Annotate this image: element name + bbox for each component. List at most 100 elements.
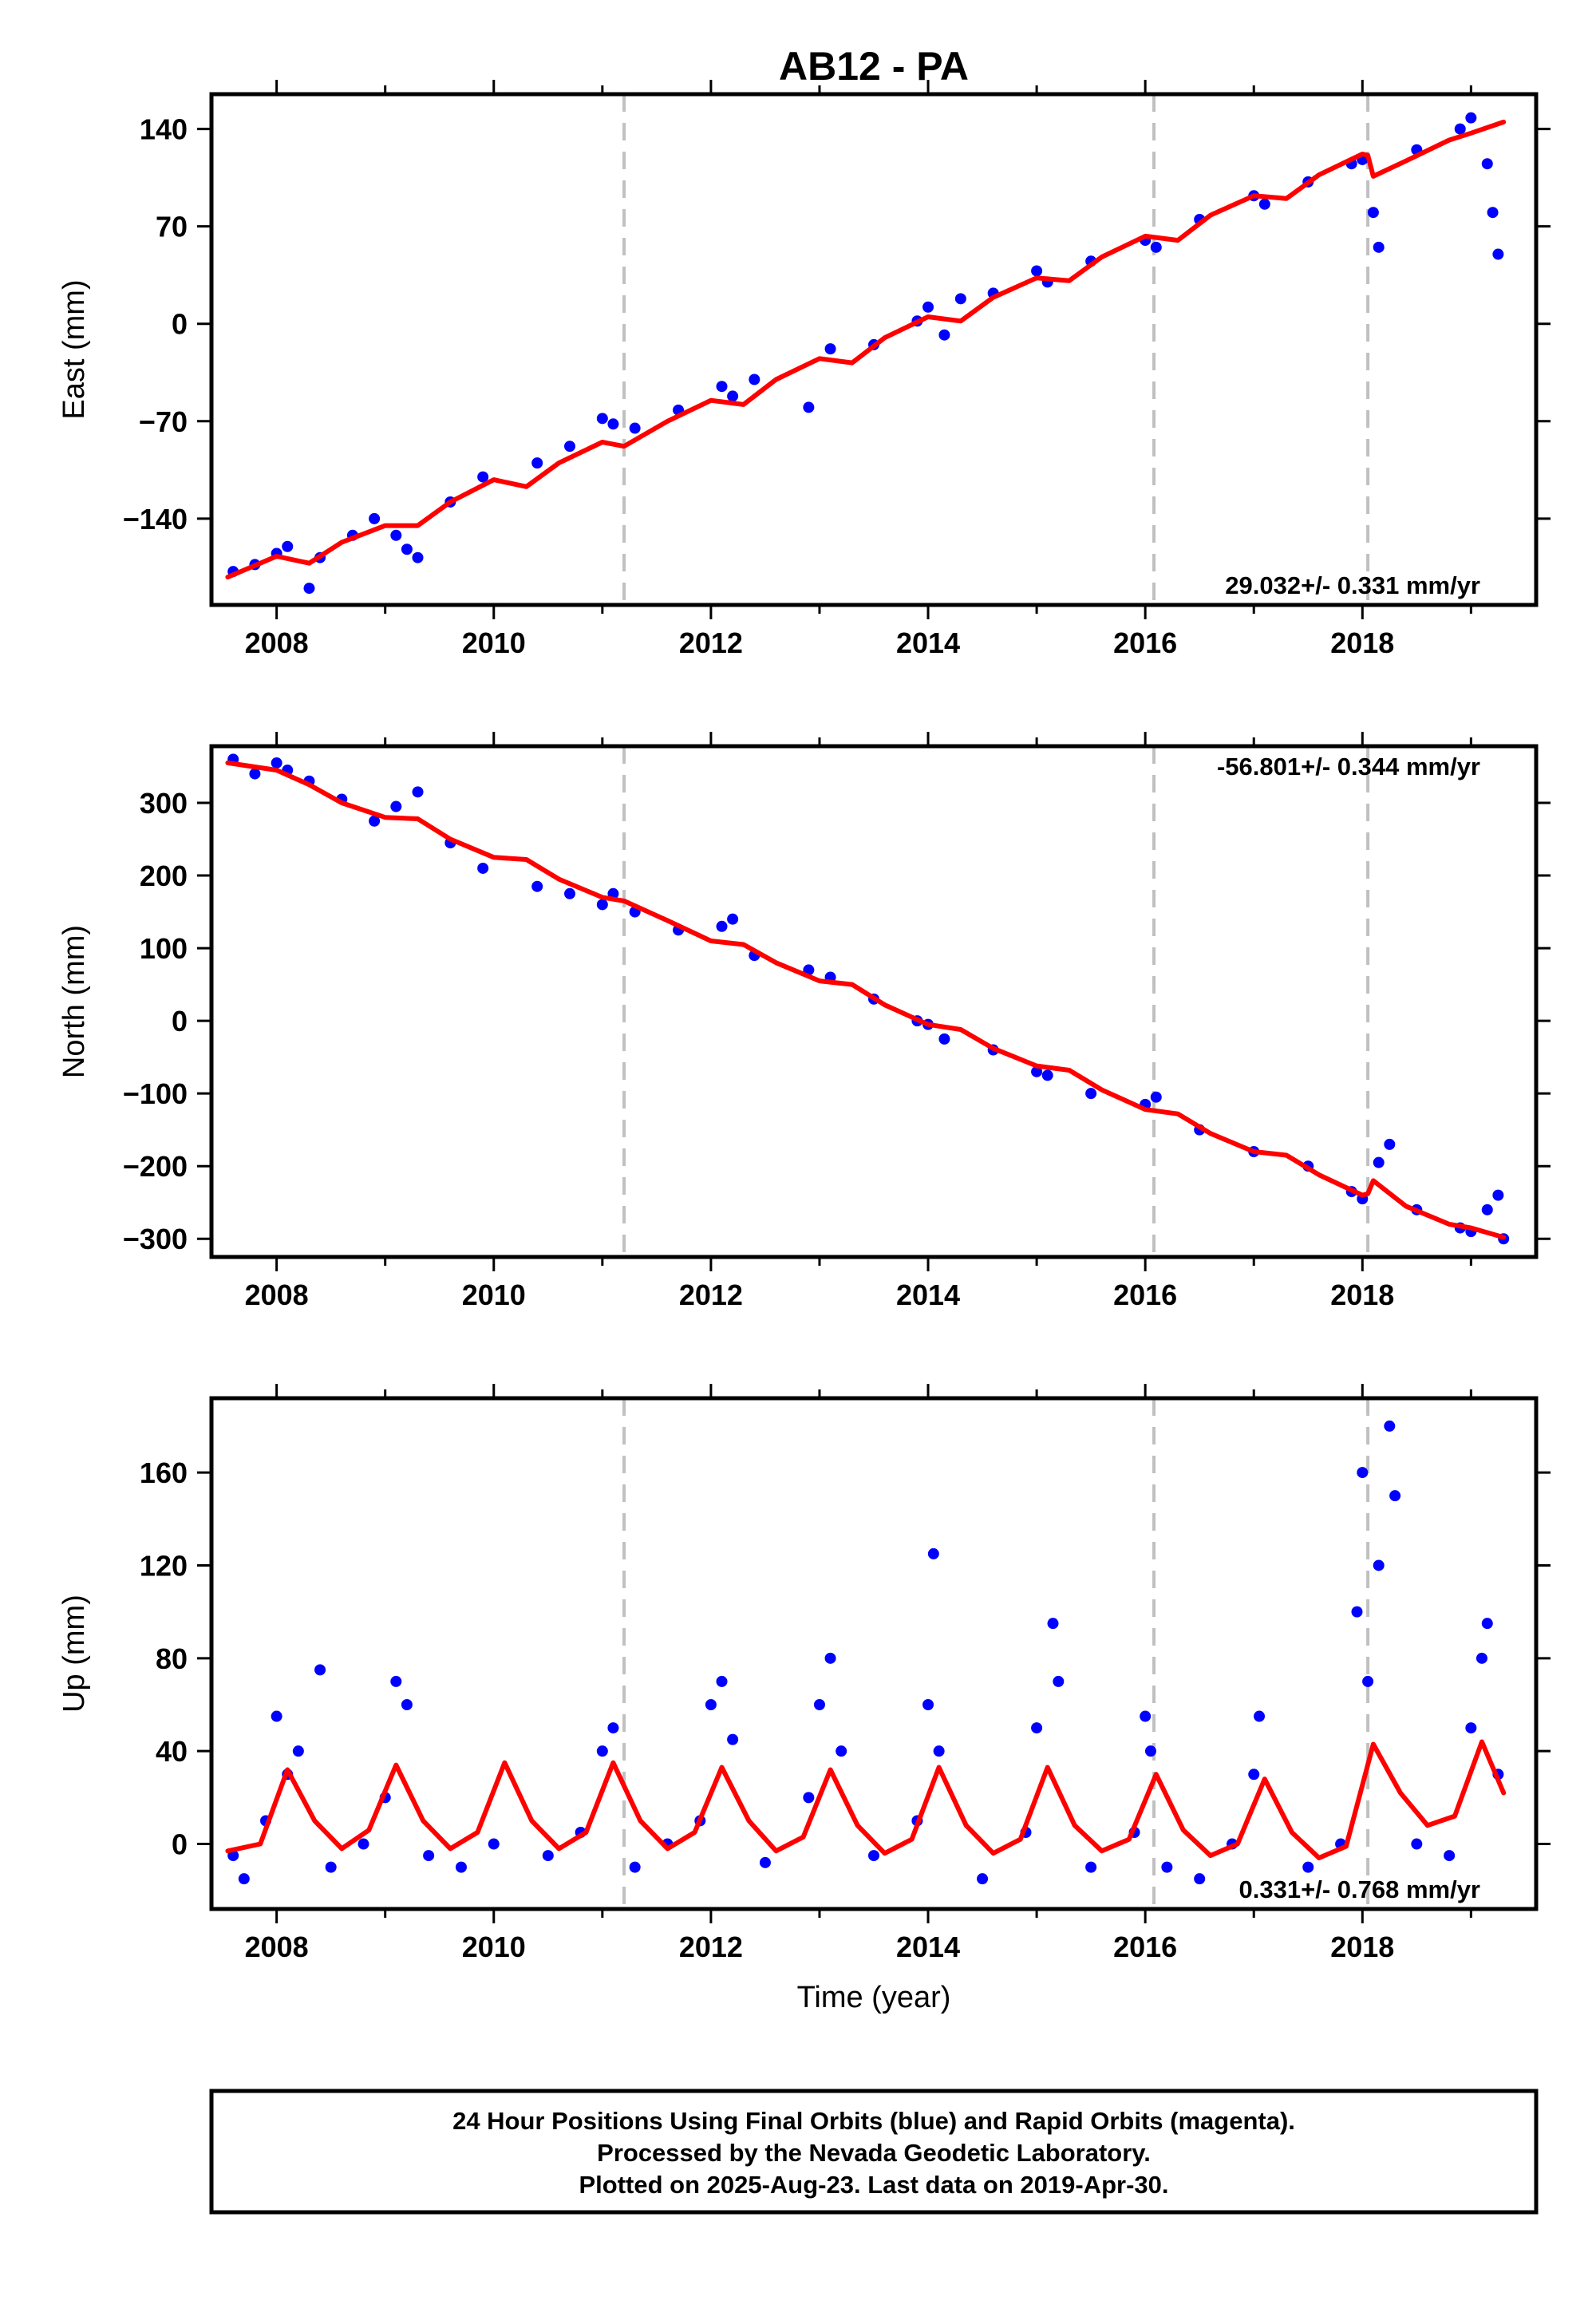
data-point xyxy=(1150,241,1162,253)
y-axis-label-north: North (mm) xyxy=(57,925,91,1078)
data-point xyxy=(1492,248,1504,260)
data-point xyxy=(401,1699,413,1710)
data-point xyxy=(716,920,728,932)
data-point xyxy=(1194,1873,1206,1885)
data-point xyxy=(477,471,489,483)
data-point xyxy=(314,1664,326,1676)
x-tick-label: 2008 xyxy=(245,1931,309,1963)
data-point xyxy=(1161,1861,1173,1873)
y-tick-label: 120 xyxy=(140,1549,188,1582)
data-point xyxy=(292,1745,304,1757)
data-point xyxy=(1085,1861,1097,1873)
y-tick-label: 0 xyxy=(172,1828,188,1861)
plot-area-east xyxy=(225,112,1507,595)
data-point xyxy=(629,1861,641,1873)
data-point xyxy=(596,413,608,425)
data-point xyxy=(1465,1722,1477,1734)
data-point xyxy=(607,418,619,430)
x-tick-label: 2016 xyxy=(1113,626,1177,659)
data-point xyxy=(824,1652,836,1664)
data-point xyxy=(813,1699,825,1710)
rate-annotation-north: -56.801+/- 0.344 mm/yr xyxy=(1217,753,1480,781)
y-tick-label: 40 xyxy=(156,1735,188,1768)
x-tick-label: 2018 xyxy=(1330,626,1394,659)
data-point xyxy=(933,1745,945,1757)
data-point xyxy=(542,1850,554,1862)
y-tick-label: 200 xyxy=(140,860,188,892)
data-point xyxy=(271,757,282,769)
y-tick-label: 100 xyxy=(140,932,188,965)
data-point xyxy=(1367,207,1379,219)
footer-box: 24 Hour Positions Using Final Orbits (bl… xyxy=(209,2089,1539,2215)
footer-line-3: Plotted on 2025-Aug-23. Last data on 201… xyxy=(579,2171,1168,2199)
data-point xyxy=(238,1873,250,1885)
data-point xyxy=(749,373,760,385)
data-point xyxy=(325,1861,337,1873)
footer-line-1: 24 Hour Positions Using Final Orbits (bl… xyxy=(452,2107,1295,2135)
data-point xyxy=(1481,1618,1493,1630)
data-point xyxy=(1454,123,1466,135)
data-point xyxy=(629,422,641,434)
data-point xyxy=(369,815,381,827)
data-point xyxy=(1384,1420,1396,1432)
panel-frame xyxy=(209,1396,1539,1911)
data-point xyxy=(1248,1769,1260,1780)
panel-up: 2008 2010 2012 2014 2016 2018 0 40 80 120 160 Up (m… xyxy=(57,1384,1551,1963)
y-tick-label: −70 xyxy=(139,405,188,438)
data-point xyxy=(727,913,739,925)
data-point xyxy=(358,1838,369,1850)
data-point xyxy=(1258,198,1270,210)
model-curve xyxy=(225,760,1507,1240)
data-point xyxy=(1085,1088,1097,1100)
data-point xyxy=(488,1838,500,1850)
data-point xyxy=(1465,112,1477,124)
data-point xyxy=(824,343,836,355)
data-point xyxy=(596,1745,608,1757)
data-point xyxy=(977,1873,989,1885)
data-point xyxy=(922,301,934,313)
data-point xyxy=(477,862,489,874)
data-point xyxy=(455,1861,467,1873)
data-point xyxy=(1444,1850,1456,1862)
data-point xyxy=(1487,207,1499,219)
data-point xyxy=(1357,1467,1369,1479)
data-point xyxy=(922,1699,934,1710)
data-point xyxy=(1389,1490,1401,1502)
x-tick-label: 2014 xyxy=(896,1931,960,1963)
model-curve xyxy=(225,119,1507,580)
x-tick-label: 2008 xyxy=(245,1279,309,1311)
data-point xyxy=(1373,1559,1385,1571)
data-point xyxy=(803,1792,815,1804)
y-tick-label: 0 xyxy=(172,1005,188,1037)
model-curve xyxy=(225,1739,1507,1860)
data-point xyxy=(938,329,950,341)
data-point xyxy=(716,1675,728,1687)
x-tick-label: 2014 xyxy=(896,1279,960,1311)
y-axis-label-east: East (mm) xyxy=(57,279,91,419)
panel-east: 2008 2010 2012 2014 2016 2018 −140 −70 0 70 140 Eas… xyxy=(57,80,1551,659)
data-point xyxy=(1384,1138,1396,1150)
data-point xyxy=(803,401,815,413)
data-point xyxy=(1351,1606,1363,1618)
x-tick-label: 2012 xyxy=(679,1279,743,1311)
rate-annotation-east: 29.032+/- 0.331 mm/yr xyxy=(1225,571,1480,599)
data-point xyxy=(1031,1722,1043,1734)
x-tick-label: 2012 xyxy=(679,626,743,659)
data-point xyxy=(390,800,402,812)
data-point xyxy=(836,1745,847,1757)
data-point xyxy=(564,441,576,453)
data-point xyxy=(716,381,728,393)
y-tick-label: 80 xyxy=(156,1642,188,1675)
x-tick-label: 2012 xyxy=(679,1931,743,1963)
plot-area-up xyxy=(225,1420,1507,1885)
data-point xyxy=(531,457,543,469)
x-axis-label: Time (year) xyxy=(797,1981,951,2014)
plot-area-north xyxy=(225,753,1510,1245)
data-point xyxy=(271,1710,282,1722)
data-point xyxy=(1302,1861,1314,1873)
y-tick-label: −140 xyxy=(123,503,188,536)
data-point xyxy=(249,768,261,780)
y-tick-label: 160 xyxy=(140,1456,188,1489)
figure-title: AB12 - PA xyxy=(779,44,969,89)
panel-frame xyxy=(209,92,1539,607)
